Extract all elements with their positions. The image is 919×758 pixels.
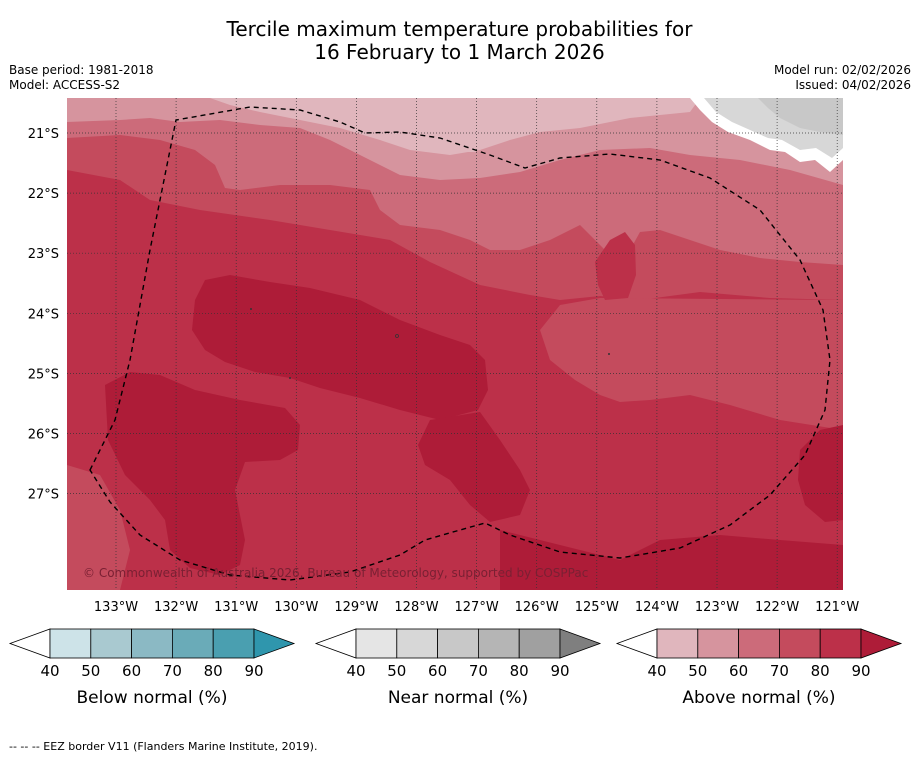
lon-label: 127°W — [455, 600, 499, 615]
region-above-90-east — [798, 425, 843, 522]
colorbar-title: Above normal (%) — [682, 688, 835, 708]
colorbar-tick-label: 60 — [729, 662, 748, 680]
colorbar-segment — [697, 628, 739, 659]
region-near-60 — [758, 98, 843, 135]
colorbar-segment — [355, 628, 398, 659]
colorbar-title: Below normal (%) — [77, 688, 228, 708]
model-run: Model run: 02/02/2026 — [773, 63, 911, 77]
colorbar-tick-label: 60 — [428, 662, 447, 680]
colorbar-segment — [738, 628, 780, 659]
colorbar-tick-label: 70 — [469, 662, 488, 680]
region-above-40-small — [462, 126, 476, 152]
meta-left: Base period: 1981-2018 Model: ACCESS-S2 — [9, 63, 154, 93]
colorbar-lower-arrow — [314, 628, 357, 659]
lon-label: 133°W — [94, 600, 138, 615]
island-mark — [608, 353, 610, 355]
lat-label: 23°S — [28, 247, 59, 262]
colorbar-tick-label: 90 — [851, 662, 870, 680]
chart-title: Tercile maximum temperature probabilitie… — [0, 18, 919, 64]
colorbar-segment — [518, 628, 561, 659]
lat-label: 26°S — [28, 428, 59, 443]
region-above-70-east — [540, 298, 843, 430]
colorbar-tick-label: 50 — [688, 662, 707, 680]
lat-label: 22°S — [28, 187, 59, 202]
colorbar-tick-label: 90 — [550, 662, 569, 680]
colorbar-segment — [49, 628, 92, 659]
lon-label: 130°W — [274, 600, 318, 615]
model-name: Model: ACCESS-S2 — [9, 78, 121, 92]
lon-label: 126°W — [515, 600, 559, 615]
colorbar-tick-label: 70 — [163, 662, 182, 680]
map-area: © Commonwealth of Australia 2026, Bureau… — [67, 98, 843, 590]
colorbar-tick-label: 70 — [770, 662, 789, 680]
colorbar-tick-label: 50 — [387, 662, 406, 680]
colorbar-near: 40 50 60 70 80 90 Near normal (%) — [314, 628, 602, 708]
region-above-90-south — [105, 372, 300, 575]
lon-label: 132°W — [154, 600, 198, 615]
colorbar-upper-arrow — [559, 628, 602, 659]
colorbar-tick-label: 80 — [811, 662, 830, 680]
lon-label: 131°W — [214, 600, 258, 615]
title-line-1: Tercile maximum temperature probabilitie… — [226, 17, 693, 41]
colorbar-lower-arrow — [8, 628, 51, 659]
region-above-80-pocket — [595, 232, 636, 300]
latitude-labels: 21°S 22°S 23°S 24°S 25°S 26°S 27°S — [28, 127, 59, 503]
lon-label: 129°W — [334, 600, 378, 615]
colorbar-tick-label: 50 — [81, 662, 100, 680]
colorbar-below: 40 50 60 70 80 90 Below normal (%) — [8, 628, 296, 708]
lat-label: 21°S — [28, 127, 59, 142]
colorbar-segment — [779, 628, 821, 659]
colorbar-segment — [212, 628, 255, 659]
lon-label: 125°W — [575, 600, 619, 615]
colorbar-upper-arrow — [860, 628, 903, 659]
colorbar-tick-label: 90 — [244, 662, 263, 680]
colorbar-title: Near normal (%) — [388, 688, 528, 708]
island-mark — [250, 308, 252, 310]
colorbar-segment — [396, 628, 438, 659]
colorbar-above: 40 50 60 70 80 90 Above normal (%) — [615, 628, 903, 708]
colorbar-segment — [656, 628, 699, 659]
lon-label: 121°W — [815, 600, 859, 615]
lat-label: 24°S — [28, 307, 59, 322]
colorbar-tick-label: 40 — [647, 662, 666, 680]
copyright-text: © Commonwealth of Australia 2026, Bureau… — [83, 566, 588, 580]
colorbar-tick-label: 80 — [510, 662, 529, 680]
title-line-2: 16 February to 1 March 2026 — [314, 40, 605, 64]
issued-date: Issued: 04/02/2026 — [795, 78, 911, 92]
lon-label: 122°W — [755, 600, 799, 615]
eez-border — [89, 106, 831, 581]
colorbar-segment — [131, 628, 173, 659]
island-mark — [289, 377, 291, 379]
colorbar-segment — [437, 628, 479, 659]
colorbar-upper-arrow — [253, 628, 296, 659]
colorbar-tick-label: 40 — [40, 662, 59, 680]
meta-right: Model run: 02/02/2026 Issued: 04/02/2026 — [774, 63, 911, 93]
island-mark — [395, 334, 399, 338]
region-above-90-central — [192, 275, 488, 420]
colorbar-segment — [477, 628, 520, 659]
colorbar-segment — [819, 628, 862, 659]
colorbar-tick-label: 60 — [122, 662, 141, 680]
lat-label: 25°S — [28, 367, 59, 382]
lon-label: 124°W — [635, 600, 679, 615]
lat-label: 27°S — [28, 488, 59, 503]
region-above-70-west — [67, 465, 130, 590]
lon-label: 123°W — [695, 600, 739, 615]
colorbar-tick-label: 40 — [346, 662, 365, 680]
longitude-labels: 133°W 132°W 131°W 130°W 129°W 128°W 127°W 126°W… — [94, 600, 860, 615]
eez-legend-footnote: -- -- -- EEZ border V11 (Flanders Marine… — [9, 740, 318, 753]
region-above-90-south-centre — [418, 412, 530, 522]
region-above-90-southeast — [500, 530, 843, 590]
base-period: Base period: 1981-2018 — [9, 63, 154, 77]
colorbar-lower-arrow — [615, 628, 658, 659]
gridlines — [67, 98, 843, 590]
colorbar-segment — [171, 628, 214, 659]
colorbar-tick-label: 80 — [204, 662, 223, 680]
colorbars: 40 50 60 70 80 90 Below normal (%) 40 50 60 70 80 90… — [8, 628, 903, 708]
lon-label: 128°W — [394, 600, 438, 615]
colorbar-segment — [90, 628, 133, 659]
region-above-40 — [210, 98, 700, 155]
